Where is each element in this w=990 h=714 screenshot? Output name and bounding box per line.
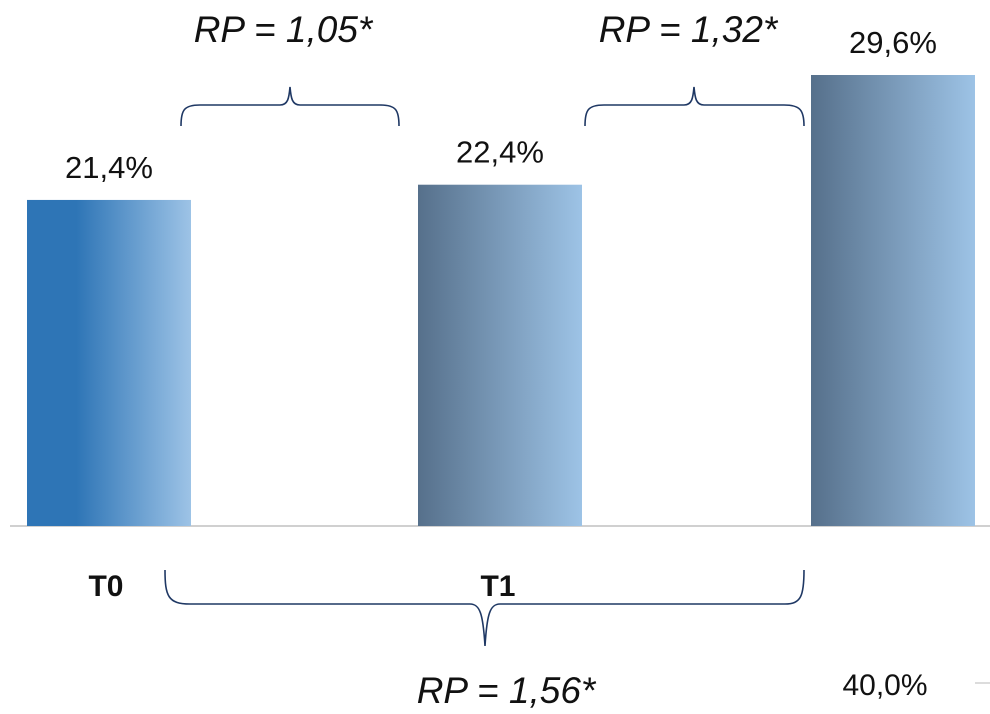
bar-0	[27, 199, 191, 526]
bar-2	[811, 75, 975, 526]
category-label-t1: T1	[480, 570, 515, 603]
y-axis-max-label: 40,0%	[842, 669, 927, 702]
rp-annotation-t1-t2: RP = 1,32*	[599, 9, 779, 50]
bracket-t0-t1	[180, 86, 400, 127]
data-label-1: 22,4%	[456, 135, 544, 170]
data-label-2: 29,6%	[849, 25, 937, 60]
data-label-0: 21,4%	[65, 150, 153, 185]
bracket-t0-t2	[164, 569, 805, 647]
bars-group: 21,4% 22,4% 29,6%	[27, 25, 975, 526]
rp-annotation-t0-t2: RP = 1,56*	[417, 670, 597, 711]
category-label-t0: T0	[88, 570, 123, 603]
rp-annotation-t0-t1: RP = 1,05*	[194, 9, 374, 50]
bracket-t1-t2	[584, 86, 805, 127]
bar-1	[418, 184, 582, 526]
